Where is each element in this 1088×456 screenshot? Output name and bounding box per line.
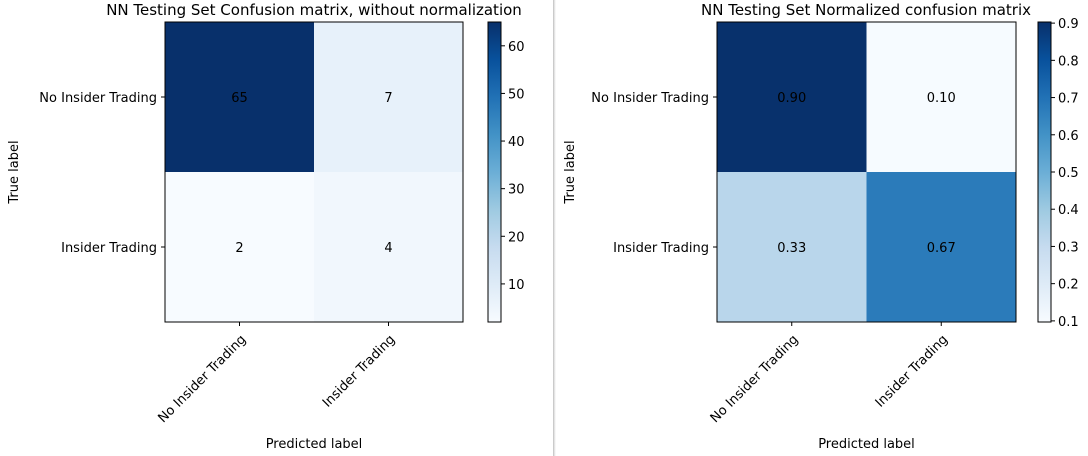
colorbar-tick-label: 0.2 — [1058, 278, 1079, 293]
chart-title: NN Testing Set Confusion matrix, without… — [106, 1, 522, 19]
cell-value-label: 4 — [384, 241, 392, 256]
left-chart-panel: NN Testing Set Confusion matrix, without… — [7, 1, 525, 452]
plot-frame — [716, 21, 1017, 323]
y-axis-label: True label — [7, 140, 22, 204]
colorbar-tick-label: 20 — [508, 230, 525, 245]
cell-value-label: 0.67 — [927, 241, 956, 256]
chart-title: NN Testing Set Normalized confusion matr… — [701, 1, 1031, 19]
colorbar-tick-label: 10 — [508, 278, 525, 293]
plot-frame — [164, 21, 464, 323]
colorbar — [1037, 21, 1052, 323]
matrix-cell — [314, 22, 463, 172]
colorbar-tick-label: 0.8 — [1058, 54, 1079, 69]
matrix-cell — [717, 22, 867, 172]
cell-value-label: 7 — [384, 91, 392, 106]
x-axis-label: Predicted label — [818, 437, 915, 452]
colorbar-tick-label: 0.6 — [1058, 129, 1079, 144]
matrix-cell — [717, 172, 867, 322]
colorbar-tick-label: 0.5 — [1058, 166, 1079, 181]
colorbar-tick-label: 0.7 — [1058, 92, 1079, 107]
x-tick-label: No Insider Trading — [155, 332, 249, 426]
matrix-cell — [165, 22, 314, 172]
matrix-cell — [866, 172, 1016, 322]
cell-value-label: 2 — [235, 241, 243, 256]
right-chart-panel: NN Testing Set Normalized confusion matr… — [556, 0, 1088, 456]
confusion-matrix-normalized-chart: NN Testing Set Normalized confusion matr… — [563, 1, 1079, 452]
x-tick-label: Insider Trading — [873, 332, 951, 410]
cell-value-label: 0.10 — [927, 91, 956, 106]
matrix-cell — [165, 172, 314, 322]
colorbar-tick-label: 0.3 — [1058, 240, 1079, 255]
colorbar — [487, 21, 502, 323]
x-tick-label: Insider Trading — [320, 332, 398, 410]
window-divider — [553, 0, 556, 456]
colorbar-tick-label: 40 — [508, 135, 525, 150]
colorbar-tick-label: 0.9 — [1058, 17, 1079, 32]
colorbar-tick-label: 50 — [508, 87, 525, 102]
cell-value-label: 0.90 — [777, 91, 806, 106]
y-axis-label: True label — [563, 140, 578, 204]
matrix-cell — [314, 172, 463, 322]
confusion-matrix-raw-chart: NN Testing Set Confusion matrix, without… — [7, 1, 525, 452]
matrix-cell — [866, 22, 1016, 172]
y-tick-label: Insider Trading — [613, 241, 709, 256]
colorbar-tick-label: 0.1 — [1058, 315, 1079, 330]
x-axis-label: Predicted label — [266, 437, 363, 452]
x-tick-label: No Insider Trading — [708, 332, 802, 426]
y-tick-label: Insider Trading — [61, 241, 157, 256]
cell-value-label: 65 — [231, 91, 248, 106]
cell-value-label: 0.33 — [777, 241, 806, 256]
y-tick-label: No Insider Trading — [591, 91, 709, 106]
colorbar-tick-label: 0.4 — [1058, 203, 1079, 218]
colorbar-tick-label: 60 — [508, 40, 525, 55]
colorbar-tick-label: 30 — [508, 183, 525, 198]
y-tick-label: No Insider Trading — [39, 91, 157, 106]
